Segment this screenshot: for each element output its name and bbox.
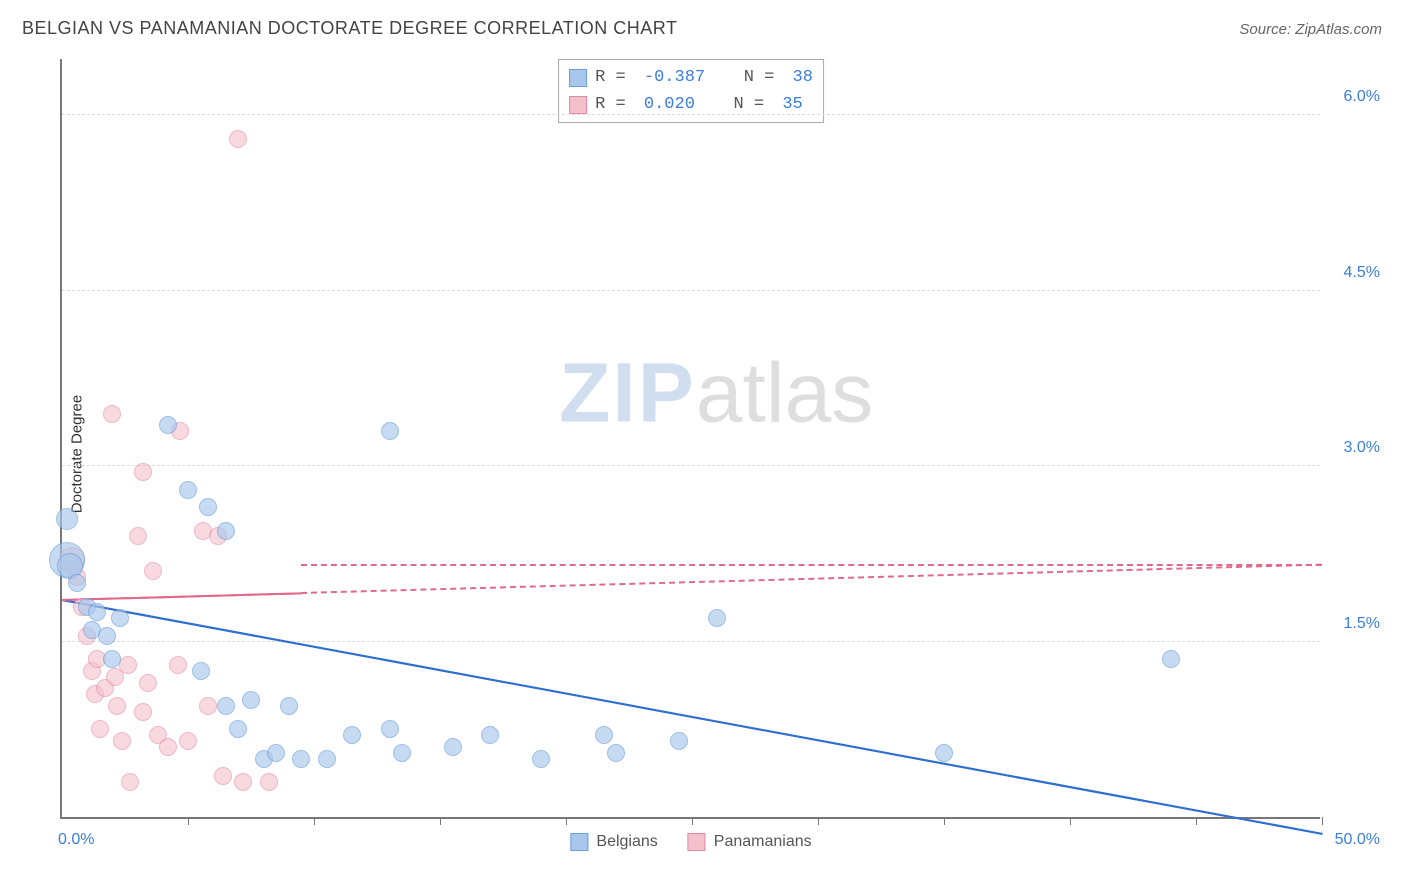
data-point	[607, 744, 625, 762]
grid-line	[62, 114, 1320, 115]
grid-line	[62, 465, 1320, 466]
x-tick	[314, 817, 315, 825]
stat-r-value: -0.387	[644, 64, 705, 91]
data-point	[670, 732, 688, 750]
data-point	[381, 422, 399, 440]
x-tick	[818, 817, 819, 825]
data-point	[199, 498, 217, 516]
data-point	[56, 508, 78, 530]
data-point	[267, 744, 285, 762]
legend-swatch	[570, 833, 588, 851]
data-point	[229, 130, 247, 148]
x-tick	[188, 817, 189, 825]
y-tick-label: 3.0%	[1344, 439, 1380, 457]
stat-n-value: 38	[793, 64, 813, 91]
data-point	[381, 720, 399, 738]
data-point	[260, 773, 278, 791]
trend-line	[62, 599, 1322, 835]
y-tick-label: 6.0%	[1344, 88, 1380, 106]
data-point	[88, 603, 106, 621]
x-axis-max-label: 50.0%	[1335, 831, 1380, 849]
data-point	[103, 405, 121, 423]
series-legend-item: Panamanians	[688, 833, 812, 851]
y-tick-label: 1.5%	[1344, 615, 1380, 633]
data-point	[532, 750, 550, 768]
x-tick	[1196, 817, 1197, 825]
source-prefix: Source:	[1239, 21, 1295, 38]
data-point	[134, 463, 152, 481]
data-point	[280, 697, 298, 715]
chart-area: Doctorate Degree ZIPatlas R = -0.387 N =…	[60, 59, 1382, 849]
data-point	[68, 574, 86, 592]
x-tick	[440, 817, 441, 825]
data-point	[113, 732, 131, 750]
data-point	[103, 650, 121, 668]
data-point	[708, 609, 726, 627]
data-point	[595, 726, 613, 744]
trend-line	[62, 592, 301, 601]
watermark-atlas: atlas	[696, 345, 873, 439]
legend-swatch	[569, 96, 587, 114]
data-point	[179, 732, 197, 750]
series-name: Belgians	[596, 833, 657, 851]
data-point	[169, 656, 187, 674]
watermark: ZIPatlas	[559, 344, 873, 441]
data-point	[111, 609, 129, 627]
x-tick	[1322, 817, 1323, 825]
watermark-zip: ZIP	[559, 345, 696, 439]
data-point	[91, 720, 109, 738]
y-tick-label: 4.5%	[1344, 264, 1380, 282]
source-name: ZipAtlas.com	[1295, 21, 1382, 38]
x-tick	[944, 817, 945, 825]
data-point	[242, 691, 260, 709]
data-point	[343, 726, 361, 744]
data-point	[1162, 650, 1180, 668]
trend-line-dashed	[301, 564, 1322, 594]
data-point	[229, 720, 247, 738]
series-legend-item: Belgians	[570, 833, 657, 851]
grid-line	[62, 641, 1320, 642]
data-point	[108, 697, 126, 715]
data-point	[199, 697, 217, 715]
series-name: Panamanians	[714, 833, 812, 851]
stat-r-label: R =	[595, 64, 636, 91]
data-point	[217, 522, 235, 540]
stats-row: R = -0.387 N = 38	[569, 64, 813, 91]
data-point	[179, 481, 197, 499]
data-point	[214, 767, 232, 785]
data-point	[159, 738, 177, 756]
data-point	[192, 662, 210, 680]
x-tick	[692, 817, 693, 825]
legend-swatch	[688, 833, 706, 851]
data-point	[935, 744, 953, 762]
series-legend: Belgians Panamanians	[570, 833, 811, 851]
x-tick	[1070, 817, 1071, 825]
data-point	[144, 562, 162, 580]
data-point	[217, 697, 235, 715]
plot-region: ZIPatlas R = -0.387 N = 38R = 0.020 N = …	[60, 59, 1320, 819]
data-point	[139, 674, 157, 692]
data-point	[481, 726, 499, 744]
x-tick	[566, 817, 567, 825]
data-point	[234, 773, 252, 791]
data-point	[292, 750, 310, 768]
data-point	[98, 627, 116, 645]
data-point	[129, 527, 147, 545]
x-axis-min-label: 0.0%	[58, 831, 94, 849]
legend-swatch	[569, 69, 587, 87]
data-point	[159, 416, 177, 434]
source-attribution: Source: ZipAtlas.com	[1239, 21, 1382, 38]
stat-n-label: N =	[713, 64, 784, 91]
data-point	[444, 738, 462, 756]
trend-line-dashed	[301, 564, 1322, 566]
grid-line	[62, 290, 1320, 291]
data-point	[318, 750, 336, 768]
chart-title: BELGIAN VS PANAMANIAN DOCTORATE DEGREE C…	[22, 18, 677, 39]
data-point	[121, 773, 139, 791]
chart-header: BELGIAN VS PANAMANIAN DOCTORATE DEGREE C…	[0, 0, 1406, 49]
data-point	[393, 744, 411, 762]
data-point	[134, 703, 152, 721]
